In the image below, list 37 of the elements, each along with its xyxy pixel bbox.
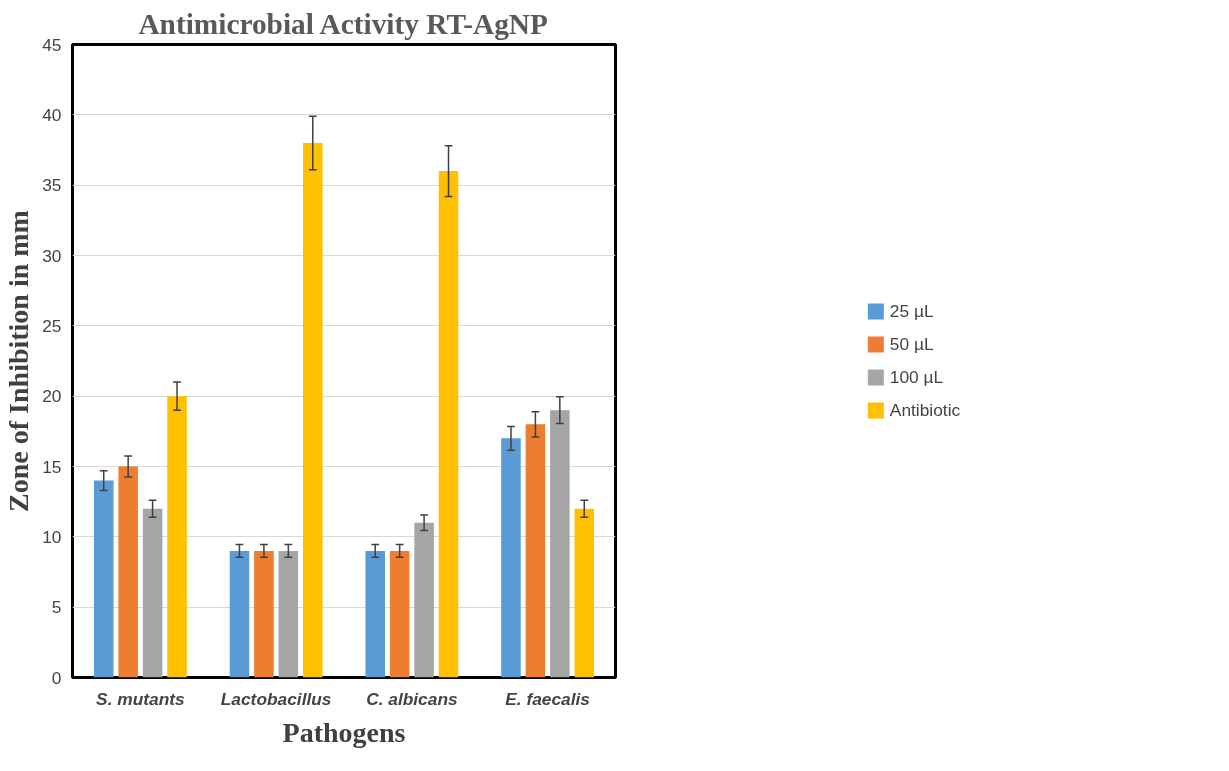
bar bbox=[254, 550, 274, 678]
bar bbox=[93, 480, 114, 678]
x-tick-label: C. albicans bbox=[366, 688, 458, 709]
y-tick-label: 40 bbox=[42, 104, 62, 125]
y-axis-title: Zone of Inhibition in mm bbox=[3, 210, 35, 512]
bar bbox=[278, 550, 299, 678]
legend-label: Antibiotic bbox=[889, 399, 961, 421]
bar bbox=[229, 550, 250, 678]
bar bbox=[167, 396, 187, 678]
bar bbox=[142, 508, 163, 678]
y-tick-label: 45 bbox=[42, 34, 62, 55]
y-tick-label: 0 bbox=[51, 667, 62, 688]
y-tick-label: 30 bbox=[42, 245, 62, 266]
x-tick-label: S. mutants bbox=[96, 688, 186, 709]
y-tick-label: 20 bbox=[42, 386, 62, 407]
chart-title: Antimicrobial Activity RT-AgNP bbox=[138, 7, 549, 40]
bar bbox=[118, 466, 138, 678]
bar bbox=[574, 508, 595, 678]
bar bbox=[414, 522, 434, 678]
bar bbox=[365, 550, 385, 678]
x-axis-title: Pathogens bbox=[282, 716, 406, 748]
bar bbox=[525, 424, 546, 678]
legend-label: 100 µL bbox=[889, 366, 944, 388]
bar bbox=[303, 142, 323, 678]
legend-label: 25 µL bbox=[889, 300, 934, 322]
bar bbox=[501, 438, 521, 678]
y-tick-label: 35 bbox=[42, 175, 62, 196]
bar bbox=[389, 550, 410, 678]
y-tick-label: 10 bbox=[42, 526, 62, 547]
bar bbox=[550, 410, 570, 678]
x-tick-label: E. faecalis bbox=[505, 688, 591, 709]
x-tick-label: Lactobacillus bbox=[220, 688, 332, 709]
legend-label: 50 µL bbox=[889, 333, 934, 355]
y-tick-label: 15 bbox=[42, 456, 62, 477]
y-tick-label: 25 bbox=[42, 315, 62, 336]
y-tick-label: 5 bbox=[51, 597, 62, 618]
bar bbox=[438, 171, 459, 678]
